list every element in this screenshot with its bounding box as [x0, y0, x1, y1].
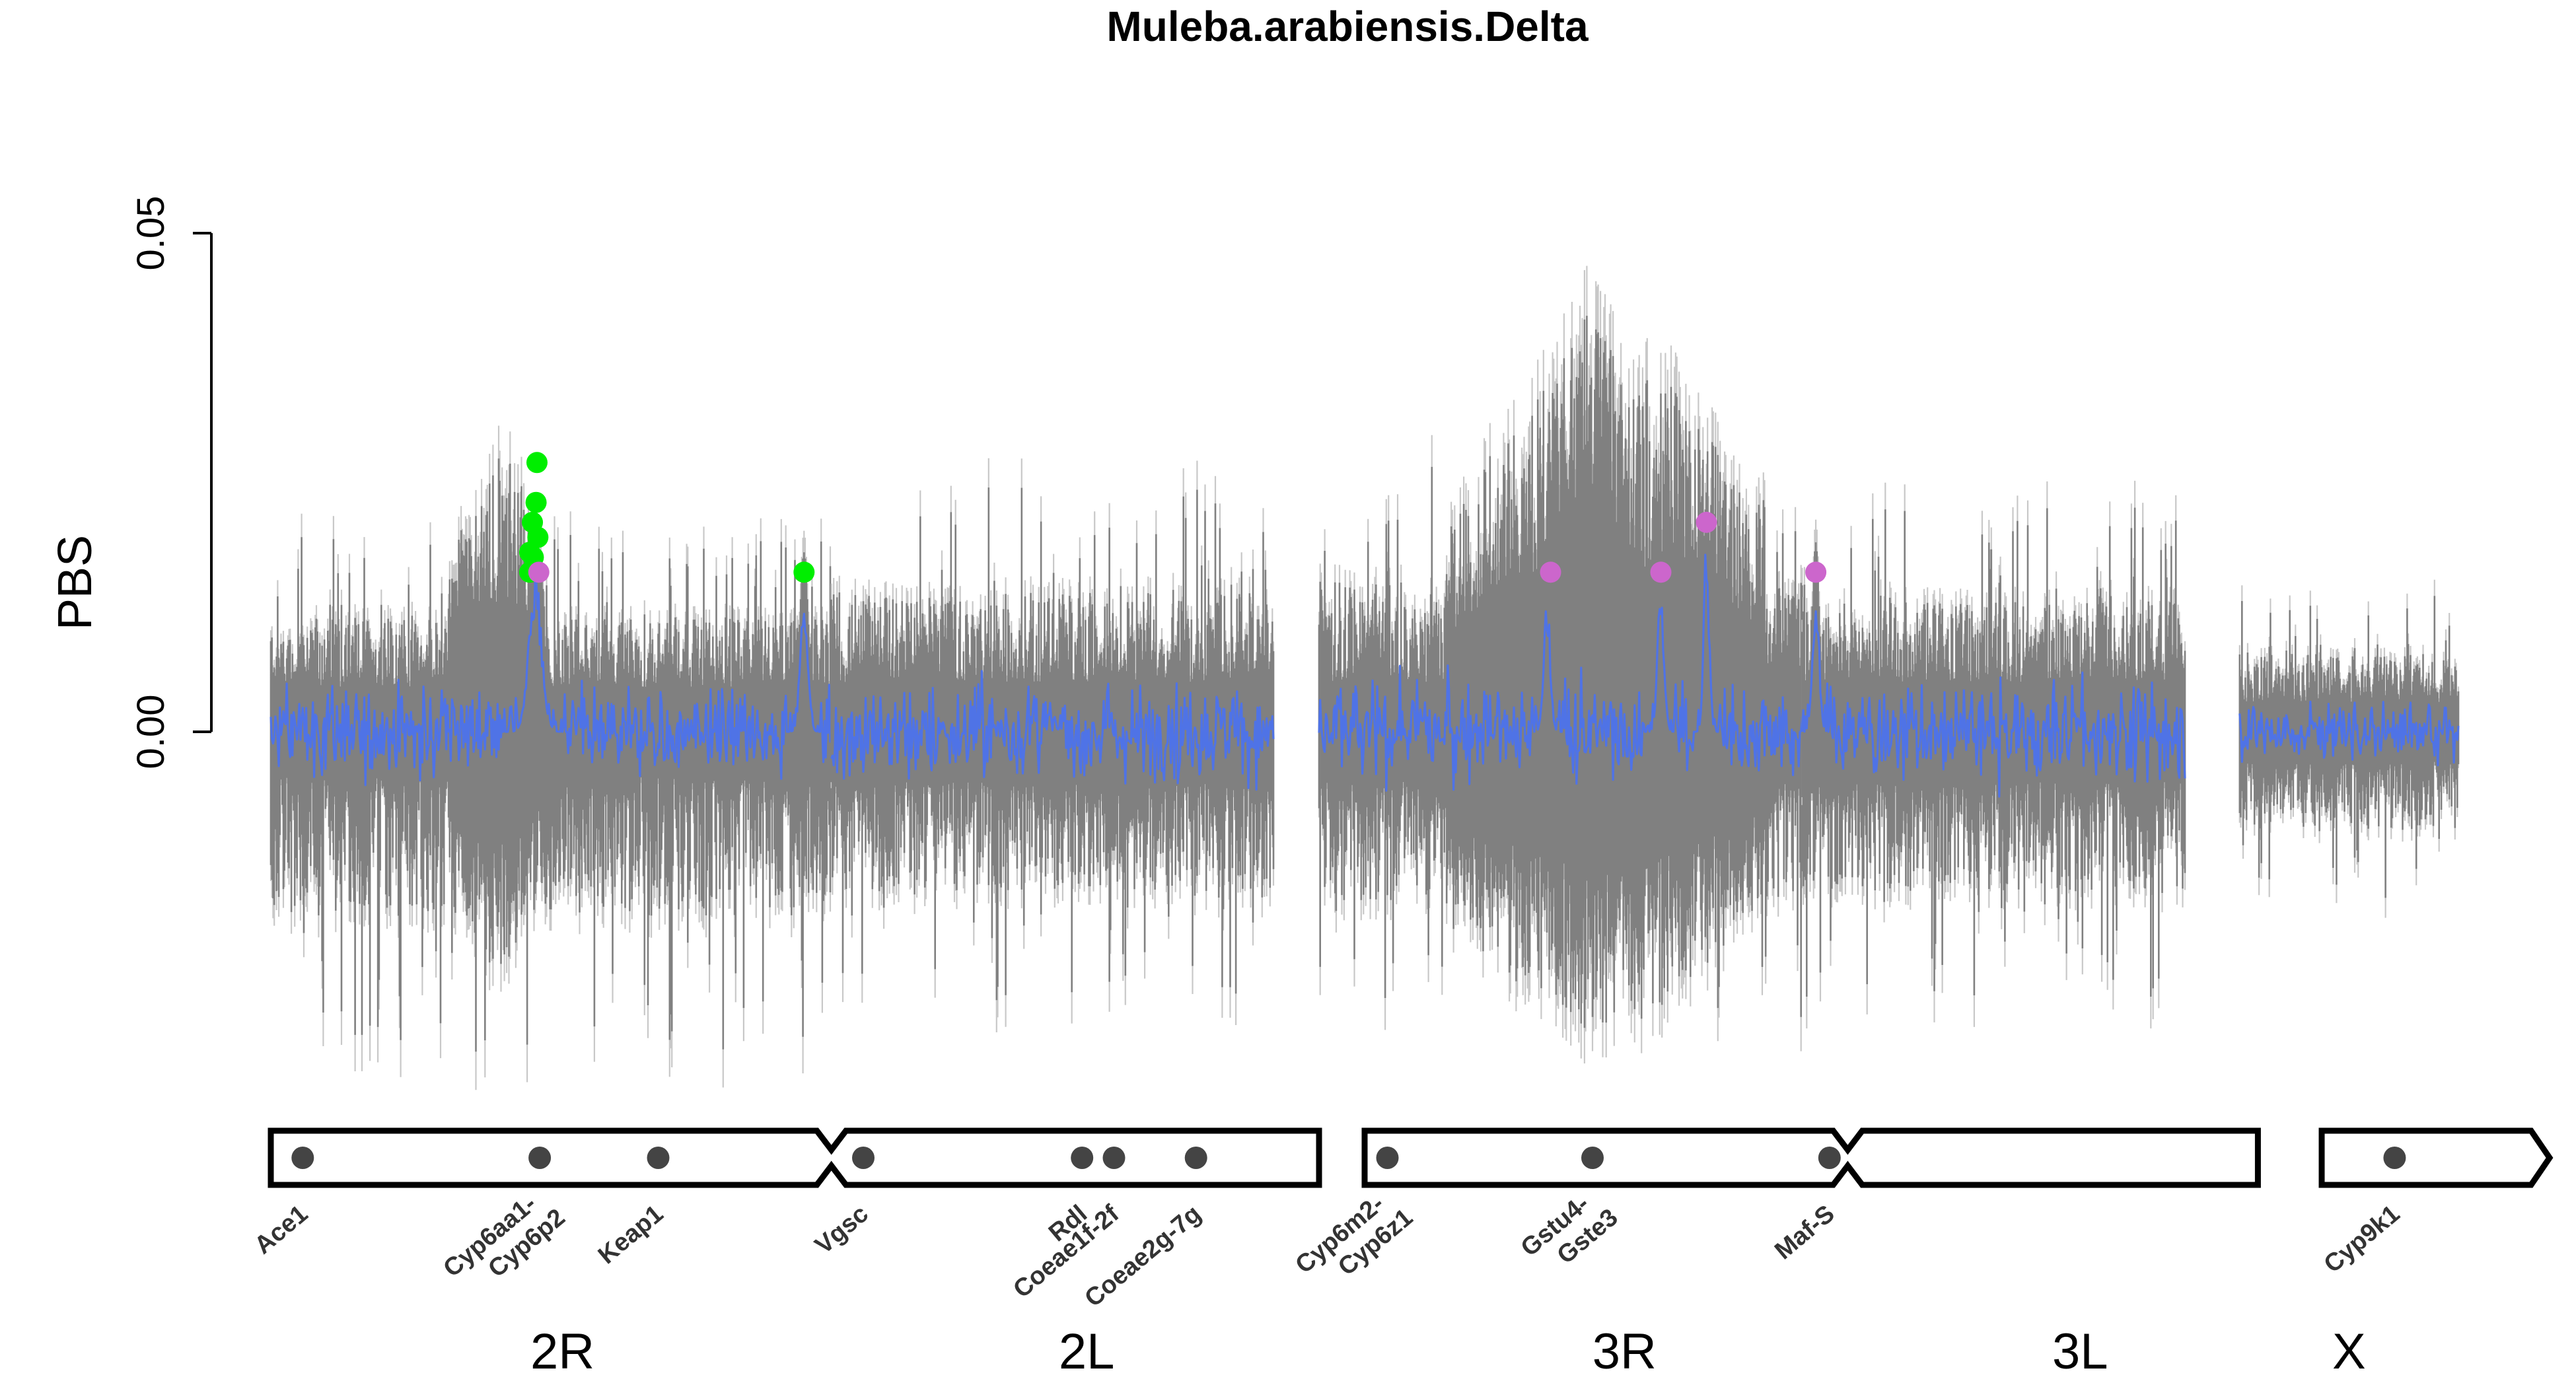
chromosome-label-2R: 2R — [530, 1324, 594, 1380]
peak-point-violet — [1805, 561, 1827, 583]
gene-label-line: Keap1 — [593, 1200, 668, 1269]
gene-labels: Ace1 Cyp6aa1-Cyp6p2 Keap1 Vgsc RdlCoeae1f-2f… — [249, 1182, 2406, 1312]
gene-label: Cyp6m2-Cyp6z1 — [1290, 1182, 1418, 1302]
chromosome-track-3L — [1801, 480, 2186, 1029]
peak-point-violet — [1540, 561, 1561, 583]
y-axis-label: PBS — [49, 535, 102, 630]
gene-label: Vgsc — [810, 1200, 874, 1260]
chromosome-ideogram — [268, 1127, 2554, 1188]
gene-marker — [291, 1147, 314, 1169]
pbs-line-2L — [830, 670, 1275, 791]
gene-marker — [647, 1147, 670, 1169]
gene-label-line: Ace1 — [249, 1200, 313, 1260]
gene-label-line: Cyp9k1 — [2319, 1200, 2406, 1279]
peak-point-violet — [1696, 511, 1717, 533]
gene-label: Maf-S — [1770, 1200, 1840, 1265]
gene-marker — [1102, 1147, 1126, 1169]
pbs-line-3R — [1318, 553, 1803, 792]
gene-markers — [291, 1147, 2406, 1169]
gene-marker — [1184, 1147, 1207, 1169]
gene-marker — [2383, 1147, 2406, 1169]
y-axis: 0.00 0.05 — [129, 196, 213, 769]
gene-marker — [1376, 1147, 1399, 1169]
ideogram-X — [2318, 1127, 2554, 1188]
chromosome-track-3R — [1318, 266, 1803, 1064]
chromosome-labels: 2R 2L 3R 3L X — [530, 1324, 2366, 1380]
chart-title: Muleba.arabiensis.Delta — [1106, 3, 1589, 50]
gene-label: Keap1 — [593, 1200, 668, 1269]
y-tick-label: 0.00 — [129, 695, 172, 769]
chromosome-track-2L — [830, 458, 1275, 1032]
chromosome-track-X — [2238, 579, 2460, 918]
highlighted-points — [519, 452, 1827, 583]
peak-point-violet — [528, 561, 550, 583]
chromosome-label-3L: 3L — [2052, 1324, 2108, 1380]
chromosome-label-3R: 3R — [1592, 1324, 1657, 1380]
pbs-line-X — [2238, 700, 2460, 767]
gene-label: Ace1 — [249, 1200, 313, 1260]
gene-label: Cyp6aa1-Cyp6p2 — [439, 1182, 571, 1305]
peak-point-violet — [1650, 561, 1672, 583]
y-tick-label: 0.05 — [129, 196, 172, 271]
gene-marker — [1818, 1147, 1841, 1169]
chromosome-label-2L: 2L — [1059, 1324, 1115, 1380]
gene-label-line: Maf-S — [1770, 1200, 1840, 1265]
gene-marker — [852, 1147, 875, 1169]
ideogram-2R-2L — [268, 1127, 1322, 1188]
plot-area — [269, 266, 2460, 1090]
gene-marker — [1581, 1147, 1604, 1169]
ideogram-3R-3L — [1361, 1127, 2261, 1188]
peak-point-green — [793, 561, 815, 583]
chromosome-label-X: X — [2332, 1324, 2366, 1380]
gene-label: Cyp9k1 — [2319, 1200, 2406, 1279]
gene-label: Gstu4-Gste3 — [1516, 1182, 1624, 1285]
peak-point-green — [525, 491, 547, 513]
ci-band-X — [2238, 596, 2460, 898]
chromosome-track-2R — [269, 425, 833, 1090]
gene-marker — [1071, 1147, 1094, 1169]
gene-marker — [528, 1147, 552, 1169]
pbs-line-2R — [269, 577, 833, 787]
peak-point-green — [526, 452, 548, 474]
gene-label-line: Vgsc — [810, 1200, 874, 1260]
pbs-line-3L — [1801, 610, 2186, 798]
